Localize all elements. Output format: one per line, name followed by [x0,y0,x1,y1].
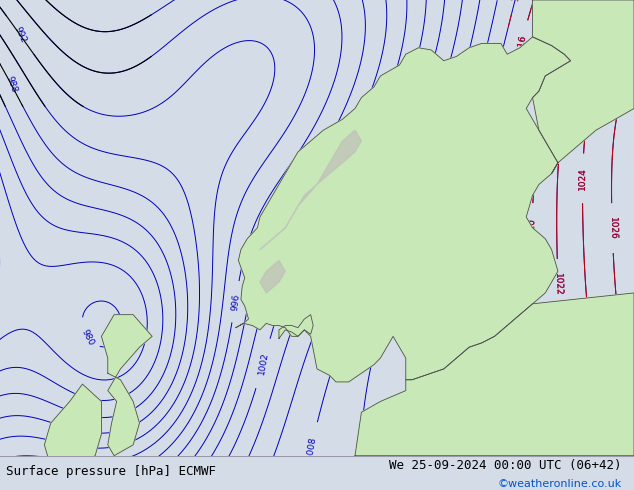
Text: 1024: 1024 [578,167,587,190]
Text: 1000: 1000 [311,178,328,203]
Text: 1018: 1018 [505,362,516,385]
Text: 1024: 1024 [578,167,587,190]
Polygon shape [279,315,313,339]
Polygon shape [260,130,361,249]
Text: 1018: 1018 [521,81,533,105]
Polygon shape [101,315,152,456]
Text: 988: 988 [4,75,18,94]
Text: Surface pressure [hPa] ECMWF: Surface pressure [hPa] ECMWF [6,465,216,478]
Text: 996: 996 [230,293,241,311]
Text: 1002: 1002 [257,351,269,375]
Text: 1026: 1026 [607,217,617,240]
Polygon shape [236,37,571,382]
Text: We 25-09-2024 00:00 UTC (06+42): We 25-09-2024 00:00 UTC (06+42) [389,459,621,472]
Text: 1004: 1004 [323,233,340,258]
Text: 1016: 1016 [515,33,527,57]
Text: 1006: 1006 [384,158,399,183]
Text: 1014: 1014 [512,0,524,1]
Text: 992: 992 [13,25,28,45]
Text: ©weatheronline.co.uk: ©weatheronline.co.uk [497,479,621,489]
Text: 1008: 1008 [305,435,318,459]
Polygon shape [260,260,285,293]
Text: 1016: 1016 [515,33,527,57]
Text: 1022: 1022 [553,272,563,295]
Polygon shape [533,0,634,173]
Text: 1022: 1022 [553,272,563,295]
Polygon shape [355,293,634,456]
Text: 980: 980 [80,328,96,347]
Text: 1020: 1020 [527,217,536,240]
Text: 1020: 1020 [527,217,536,240]
Text: 1014: 1014 [483,89,496,113]
Text: 1010: 1010 [405,214,419,238]
Text: 1026: 1026 [607,217,617,240]
Text: 1018: 1018 [508,163,519,186]
Polygon shape [44,384,101,466]
